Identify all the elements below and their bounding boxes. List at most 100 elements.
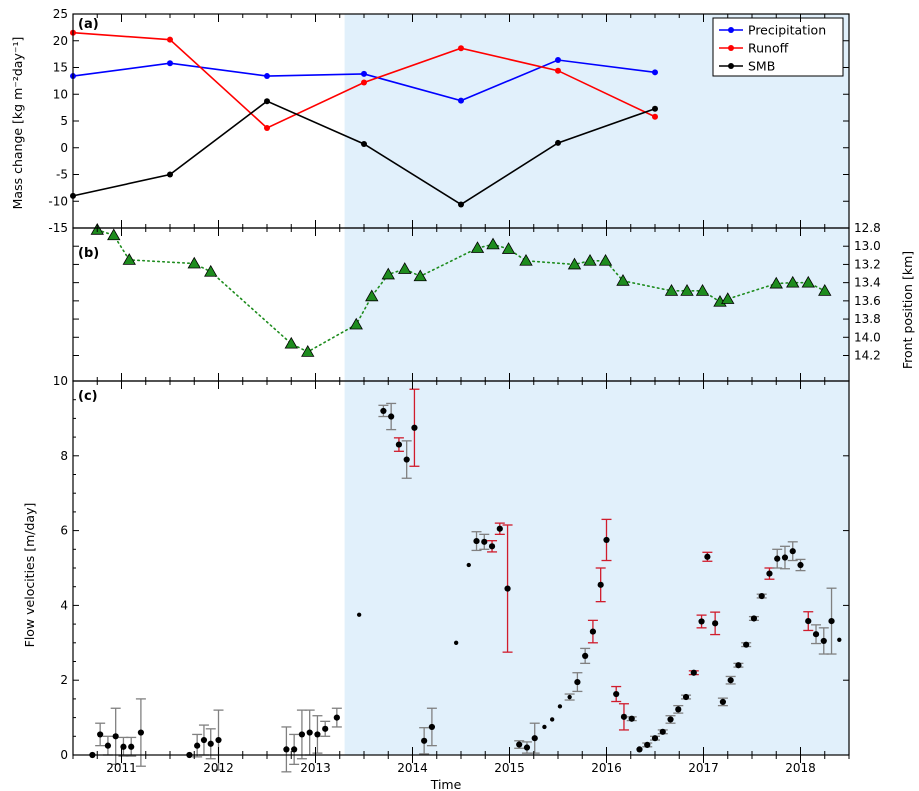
x-tick-label: 2017 (688, 761, 719, 775)
x-tick-label: 2011 (106, 761, 137, 775)
legend-label: Precipitation (748, 23, 826, 38)
series-point-smb (458, 201, 464, 208)
front-position-marker (818, 284, 832, 296)
velocity-point (735, 662, 742, 669)
front-position-marker (486, 237, 500, 250)
series-point-runoff (361, 79, 367, 86)
panel-a-ticks: -15 -10 -5 0 5 10 15 20 25 (48, 7, 849, 235)
velocity-point (675, 706, 682, 713)
velocity-point (516, 741, 523, 748)
y-tick-label-a: 15 (53, 61, 68, 75)
velocity-point (283, 746, 290, 753)
velocity-point (698, 618, 705, 625)
front-position-marker (501, 242, 516, 254)
front-position-marker (695, 284, 710, 296)
y-tick-label-c: 8 (60, 449, 68, 463)
front-position-marker (470, 241, 485, 253)
series-point-runoff (458, 45, 464, 52)
velocity-point (582, 652, 589, 659)
velocity-point (758, 592, 765, 600)
velocity-point (727, 677, 734, 684)
velocity-point (750, 615, 758, 622)
y-tick-label-b: 13.8 (854, 312, 881, 326)
velocity-point (523, 744, 531, 751)
velocity-point (314, 731, 321, 738)
velocity-point (488, 543, 496, 550)
legend-label: Runoff (748, 41, 789, 56)
velocity-point (719, 698, 727, 705)
y-tick-label-c: 10 (53, 374, 68, 388)
legend-swatch-marker (728, 63, 734, 69)
velocity-point (682, 693, 690, 701)
front-position-marker (786, 275, 800, 288)
panel-b: 12.8 13.0 13.2 13.4 13.6 13.8 14.0 14.2 (b) Fro… (73, 221, 915, 369)
x-tick-label: 2013 (300, 761, 331, 775)
velocity-point (774, 555, 781, 562)
x-tick-label: 2012 (203, 761, 234, 775)
legend-swatch-marker (728, 27, 734, 33)
front-position-marker (349, 317, 363, 330)
velocity-point (743, 641, 750, 648)
velocity-point (805, 618, 812, 625)
velocity-point (421, 737, 428, 744)
velocity-point (137, 729, 144, 736)
velocity-point (797, 561, 804, 569)
velocity-point (636, 746, 643, 753)
front-position-marker (365, 289, 379, 302)
panel-a-label: (a) (78, 17, 99, 32)
velocity-point (112, 733, 119, 740)
velocity-point (781, 554, 789, 561)
legend-label: SMB (748, 59, 775, 74)
velocity-point (557, 704, 563, 709)
velocity-point (504, 585, 511, 592)
front-position-marker (721, 292, 735, 304)
velocity-point (128, 743, 135, 750)
velocity-point (322, 725, 329, 732)
front-position-marker (122, 253, 136, 265)
velocity-point (104, 742, 112, 749)
velocity-point (333, 714, 340, 721)
series-point-precipitation (167, 60, 173, 67)
velocity-point (613, 690, 620, 698)
panel-frames (72, 13, 850, 756)
front-position-marker (301, 345, 315, 357)
y-tick-label-b: 12.8 (854, 221, 881, 235)
velocity-point (789, 548, 796, 555)
series-point-smb (167, 171, 173, 178)
y-tick-label-a: 20 (53, 34, 68, 48)
velocity-point (395, 441, 403, 448)
velocity-point (481, 538, 488, 545)
velocity-point (603, 536, 610, 544)
series-point-runoff (652, 113, 658, 120)
series-point-precipitation (361, 70, 367, 77)
x-axis-ticks: 2011 2012 2013 2014 2015 2016 2017 2018 (72, 14, 850, 775)
velocity-point (589, 628, 597, 635)
velocity-point (356, 612, 362, 617)
velocity-point (550, 717, 555, 722)
velocity-point (667, 716, 674, 723)
velocity-point (628, 715, 635, 722)
velocity-point (496, 525, 503, 532)
velocity-point (812, 631, 820, 638)
front-position-marker (801, 275, 815, 288)
series-point-runoff (167, 36, 173, 43)
front-position-marker (519, 253, 533, 266)
velocity-point (651, 735, 659, 742)
panel-frame (72, 380, 850, 756)
y-tick-label-b: 13.4 (854, 276, 881, 290)
velocity-point (207, 740, 214, 747)
front-position-marker (598, 253, 613, 266)
velocity-point (704, 553, 711, 560)
series-point-precipitation (458, 97, 464, 104)
velocity-point (215, 736, 222, 744)
front-position-marker (187, 256, 201, 269)
legend-swatch-marker (728, 45, 734, 51)
front-position-marker (769, 276, 783, 289)
y-tick-label-b: 13.2 (854, 257, 881, 271)
series-point-precipitation (264, 73, 270, 80)
velocity-point (620, 713, 628, 720)
y-tick-label-a: 10 (53, 87, 68, 101)
velocity-point (291, 746, 298, 753)
series-point-precipitation (555, 57, 561, 64)
y-tick-label-a: -10 (48, 194, 68, 208)
